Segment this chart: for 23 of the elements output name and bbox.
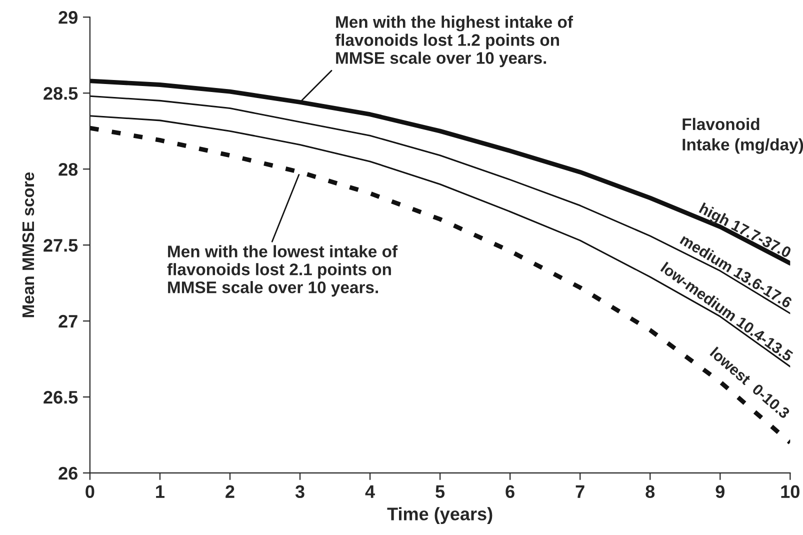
legend-title: Flavonoid Intake (mg/day) [682,118,803,154]
y-axis-title: Mean MMSE score [22,172,34,318]
x-tick-label: 7 [576,485,584,498]
annotation: Men with the lowest intake of flavonoids lost 2.1 points on MMSE scale over 10 years. [167,245,398,297]
x-tick-label: 9 [716,485,724,498]
y-tick-label: 26 [58,466,78,480]
x-tick-label: 1 [156,485,164,498]
y-tick-label: 27.5 [44,238,78,252]
y-tick-label: 29 [58,11,78,24]
x-tick-label: 5 [436,485,445,498]
y-tick-label: 27 [58,314,78,328]
x-tick-label: 6 [506,485,514,498]
y-tick-label: 26.5 [44,390,78,404]
x-tick-label: 2 [226,485,234,498]
x-tick-label: 0 [86,485,94,498]
y-tick-label: 28 [58,162,78,176]
x-tick-label: 10 [781,485,800,498]
x-axis-title: Time (years) [387,507,492,524]
x-tick-label: 4 [365,485,375,498]
annotation: Men with the highest intake of flavonoids lost 1.2 points on MMSE scale over 10 years. [335,16,574,68]
y-tick-label: 28.5 [44,87,78,100]
x-tick-label: 3 [295,485,304,498]
x-tick-label: 8 [646,485,655,498]
